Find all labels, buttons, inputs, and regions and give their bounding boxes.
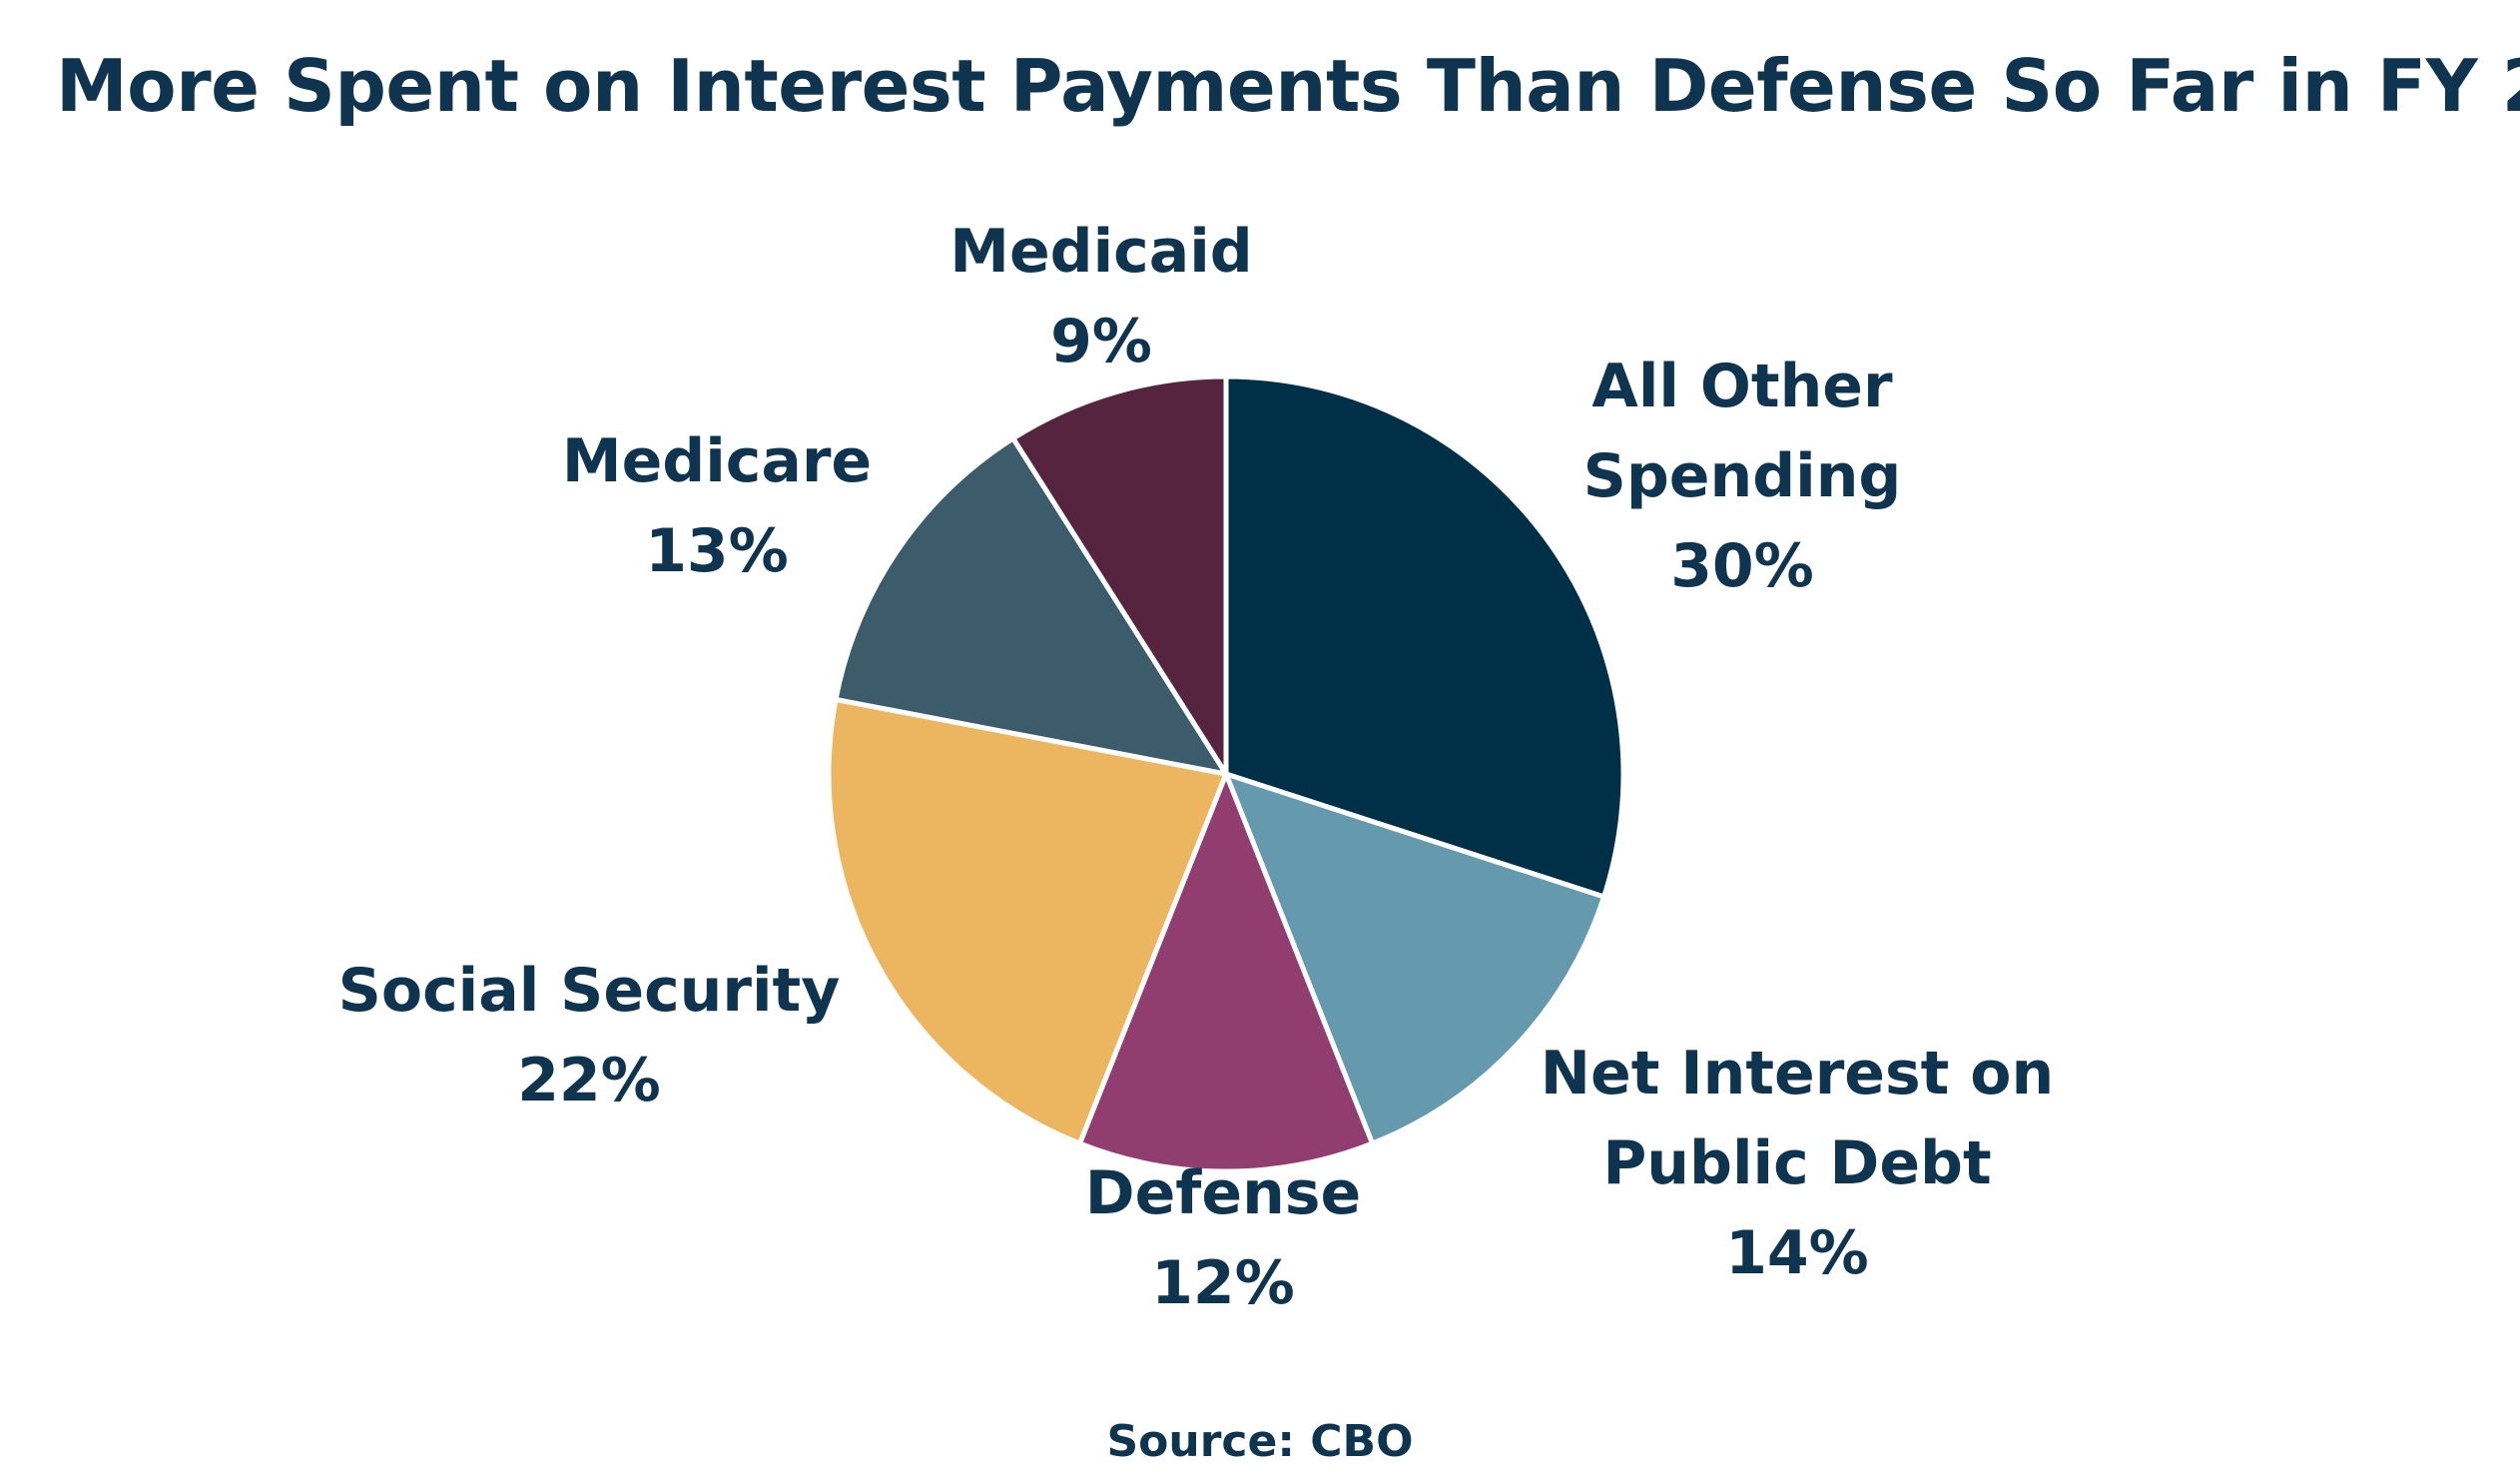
label-name-line: Net Interest on xyxy=(1541,1039,2054,1109)
label-value: 14% xyxy=(1725,1218,1869,1288)
slice-all-other-spending xyxy=(1223,373,1626,900)
label-name-line: Public Debt xyxy=(1602,1128,1991,1198)
label-value: 12% xyxy=(1151,1248,1295,1318)
pie-slices xyxy=(826,373,1626,1174)
pie-labels: All Other Spending 30% Net Interest on Publi… xyxy=(338,217,2055,1318)
label-name-line: Social Security xyxy=(338,956,841,1026)
label-all-other-spending: All Other Spending 30% xyxy=(1583,352,1902,601)
slice-medicare xyxy=(833,435,1229,777)
label-social-security: Social Security 22% xyxy=(338,956,841,1115)
label-value: 22% xyxy=(517,1046,661,1115)
slice-social-security xyxy=(826,696,1229,1146)
label-medicare: Medicare 13% xyxy=(562,426,872,586)
label-name-line: Spending xyxy=(1583,441,1902,511)
label-name-line: All Other xyxy=(1591,352,1893,421)
label-name-line: Medicare xyxy=(562,426,872,496)
slice-defense xyxy=(1076,771,1376,1174)
chart-source: Source: CBO xyxy=(1106,1416,1414,1467)
label-name-line: Defense xyxy=(1085,1158,1361,1228)
label-net-interest-on-public-debt: Net Interest on Public Debt 14% xyxy=(1541,1039,2054,1288)
chart-title: More Spent on Interest Payments Than Def… xyxy=(56,44,2520,128)
slice-medicaid xyxy=(1010,373,1229,777)
label-defense: Defense 12% xyxy=(1085,1158,1361,1318)
label-value: 30% xyxy=(1670,531,1814,601)
label-value: 9% xyxy=(1050,307,1152,376)
label-name-line: Medicaid xyxy=(949,217,1253,287)
slice-net-interest-on-public-debt xyxy=(1223,771,1607,1146)
label-value: 13% xyxy=(645,516,789,586)
label-medicaid: Medicaid 9% xyxy=(949,217,1253,376)
